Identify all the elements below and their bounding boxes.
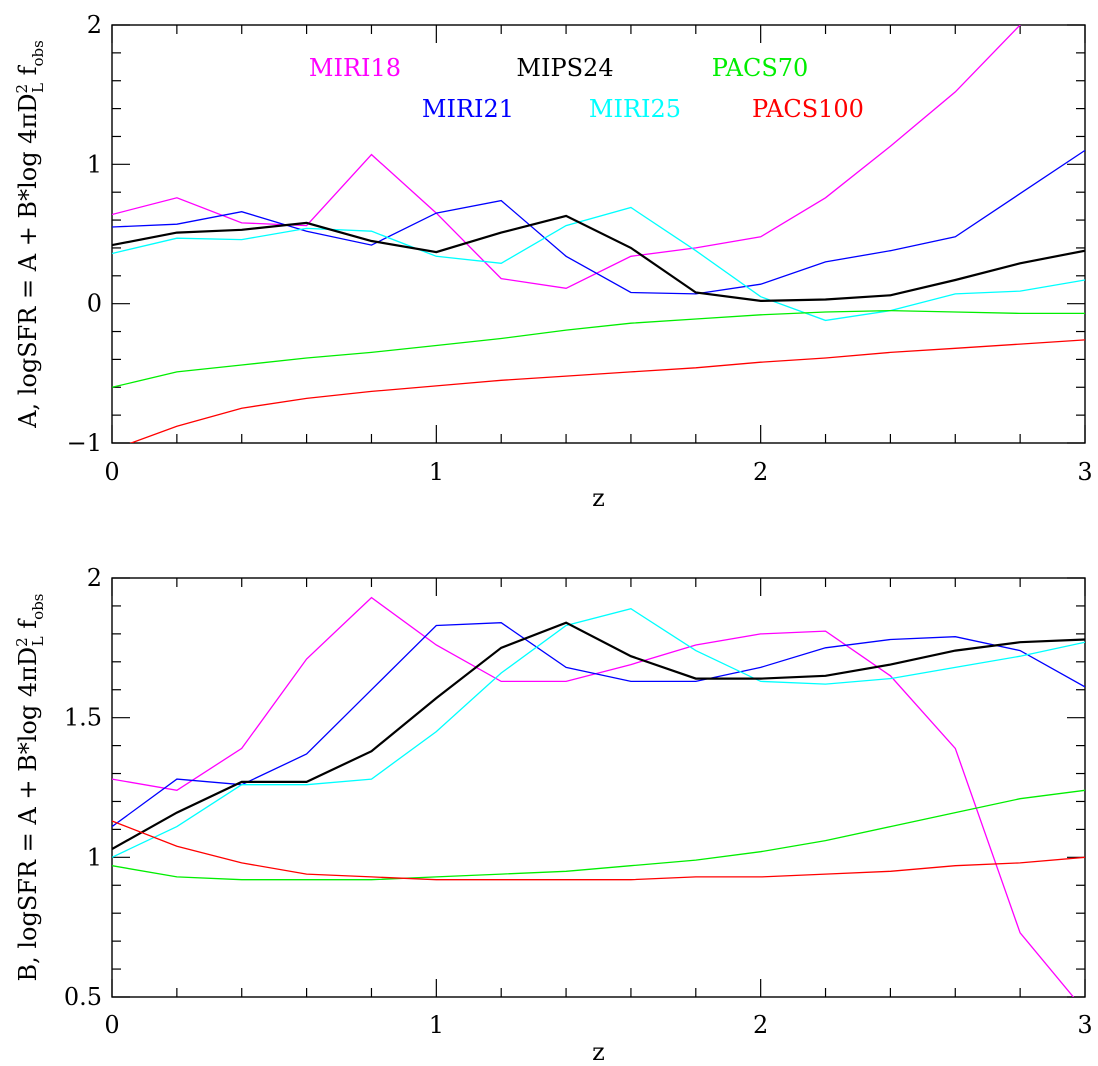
series-line-pacs70 <box>112 309 1085 388</box>
x-tick-label: 2 <box>753 1011 768 1039</box>
y-axis-title: A, logSFR = A + B*log 4πD2L fobs <box>13 40 47 429</box>
series-line-miri25 <box>112 607 1085 858</box>
y-tick-label: 1 <box>87 843 102 871</box>
legend-entry-miri18: MIRI18 <box>309 54 401 82</box>
y-tick-label: −1 <box>67 429 102 457</box>
series-group <box>112 596 1085 997</box>
y-axis-title: B, logSFR = A + B*log 4πD2L fobs <box>13 593 47 981</box>
series-line-miri25 <box>112 206 1085 322</box>
x-tick-label: 1 <box>429 1011 444 1039</box>
x-tick-label: 3 <box>1077 1011 1092 1039</box>
x-tick-label: 2 <box>753 458 768 486</box>
series-group <box>112 25 1085 443</box>
series-line-pacs100 <box>129 339 1085 443</box>
legend-entry-pacs100: PACS100 <box>752 95 864 123</box>
legend-entry-miri25: MIRI25 <box>589 95 681 123</box>
x-axis-title: z <box>592 1038 605 1066</box>
legend-entry-mips24: MIPS24 <box>516 54 613 82</box>
series-line-miri21 <box>112 622 1085 828</box>
y-tick-label: 2 <box>87 11 102 39</box>
x-tick-label: 0 <box>104 458 119 486</box>
series-line-miri21 <box>112 149 1085 295</box>
y-tick-label: 2 <box>87 564 102 592</box>
y-tick-label: 0.5 <box>64 983 102 1011</box>
plot-frame <box>111 24 1086 444</box>
x-tick-label: 0 <box>104 1011 119 1039</box>
legend-entry-miri21: MIRI21 <box>422 95 514 123</box>
x-axis-title: z <box>592 484 605 512</box>
x-tick-label: 3 <box>1077 458 1092 486</box>
x-tick-label: 1 <box>429 458 444 486</box>
series-line-mips24 <box>112 214 1085 303</box>
series-line-pacs70 <box>112 789 1085 881</box>
y-tick-label: 1 <box>87 150 102 178</box>
legend-entry-pacs70: PACS70 <box>712 54 809 82</box>
y-tick-label: 0 <box>87 290 102 318</box>
chart-panel-2: 0 1 2 3 0.5 1 1.5 2 z B, logSFR = A + B*log 4πD2L… <box>13 564 1093 1066</box>
y-tick-label: 1.5 <box>64 704 102 732</box>
series-line-pacs100 <box>112 820 1085 881</box>
series-line-miri18 <box>112 596 1075 997</box>
plot-frame <box>111 577 1086 998</box>
series-line-mips24 <box>112 621 1085 850</box>
series-line-miri18 <box>112 25 1022 289</box>
